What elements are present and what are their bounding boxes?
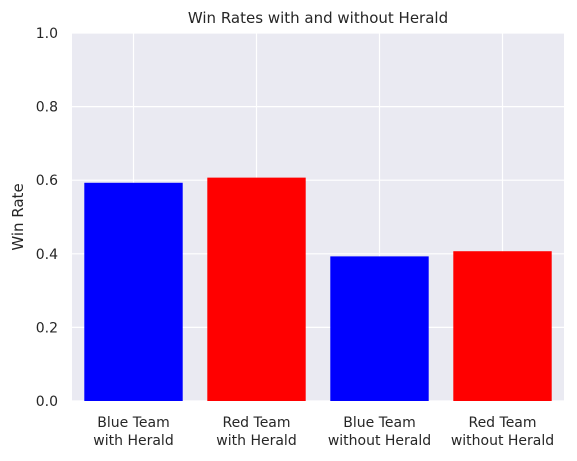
- y-tick-label: 0.4: [36, 247, 58, 263]
- x-tick-labels: Blue Team with Herald Red Team with Herald B…: [93, 415, 554, 449]
- bar: [84, 182, 183, 401]
- bar: [453, 251, 552, 401]
- y-tick-label: 0.0: [36, 394, 58, 410]
- y-axis-label: Win Rate: [9, 183, 27, 250]
- y-tick-label: 1.0: [36, 26, 58, 42]
- x-tick-label: Blue Team: [343, 415, 415, 431]
- bar: [207, 177, 306, 401]
- x-tick-label: without Herald: [451, 433, 554, 449]
- y-tick-labels: 0.0 0.2 0.4 0.6 0.8 1.0: [36, 26, 58, 410]
- bar: [330, 256, 429, 401]
- chart-title: Win Rates with and without Herald: [188, 9, 448, 27]
- bars: [84, 177, 552, 401]
- x-tick-label: with Herald: [93, 433, 173, 449]
- x-tick-label: without Herald: [328, 433, 431, 449]
- x-tick-label: Blue Team: [97, 415, 169, 431]
- y-tick-label: 0.2: [36, 320, 58, 336]
- x-tick-label: Red Team: [222, 415, 290, 431]
- x-tick-label: Red Team: [468, 415, 536, 431]
- y-tick-label: 0.8: [36, 100, 58, 116]
- y-tick-label: 0.6: [36, 173, 58, 189]
- x-tick-label: with Herald: [216, 433, 296, 449]
